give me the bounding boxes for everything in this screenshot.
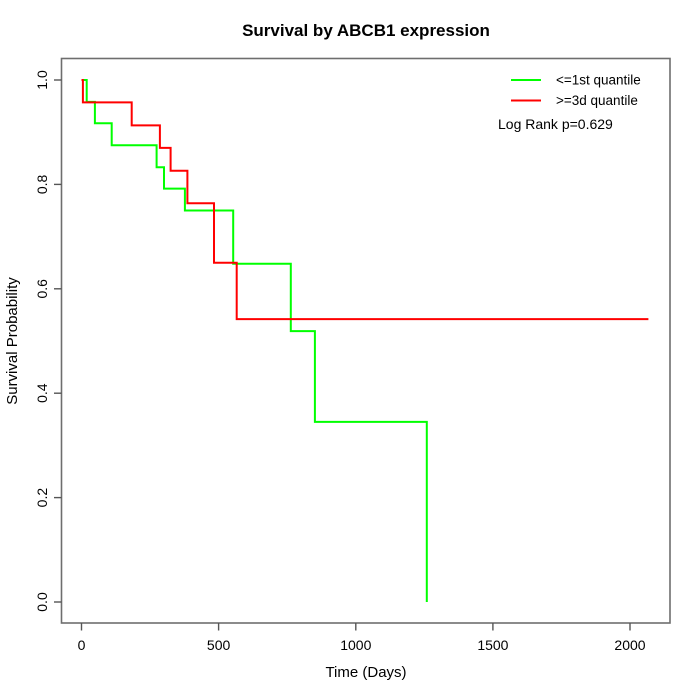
log-rank-annotation: Log Rank p=0.629 [498, 116, 613, 132]
legend: <=1st quantile >=3d quantile Log Rank p=… [498, 73, 641, 132]
x-axis-tick-label: 1500 [477, 637, 508, 653]
y-axis-tick-label: 1.0 [34, 70, 50, 90]
survival-curve-high-expression [81, 79, 649, 321]
legend-label-high-expression: >=3d quantile [556, 93, 638, 108]
x-axis: 0 500 1000 1500 2000 Time (Days) [78, 623, 646, 681]
plot-title: Survival by ABCB1 expression [242, 21, 490, 40]
legend-label-low-expression: <=1st quantile [556, 73, 641, 88]
y-axis-title: Survival Probability [4, 277, 21, 405]
y-axis-tick-label: 0.6 [34, 279, 50, 299]
y-axis-tick-label: 0.2 [34, 488, 50, 508]
y-axis-tick-label: 0.4 [34, 383, 50, 403]
y-axis: 0.0 0.2 0.4 0.6 0.8 1.0 Survival Probabi… [4, 70, 62, 612]
y-axis-tick-label: 0.0 [34, 592, 50, 612]
x-axis-tick-label: 1000 [340, 637, 371, 653]
x-axis-tick-label: 500 [207, 637, 231, 653]
survival-curves [81, 79, 649, 602]
plot-box [60, 57, 671, 624]
x-axis-title: Time (Days) [325, 664, 406, 681]
x-axis-tick-label: 2000 [614, 637, 645, 653]
x-axis-tick-label: 0 [78, 637, 86, 653]
survival-curve-low-expression [81, 79, 428, 602]
y-axis-tick-label: 0.8 [34, 174, 50, 194]
